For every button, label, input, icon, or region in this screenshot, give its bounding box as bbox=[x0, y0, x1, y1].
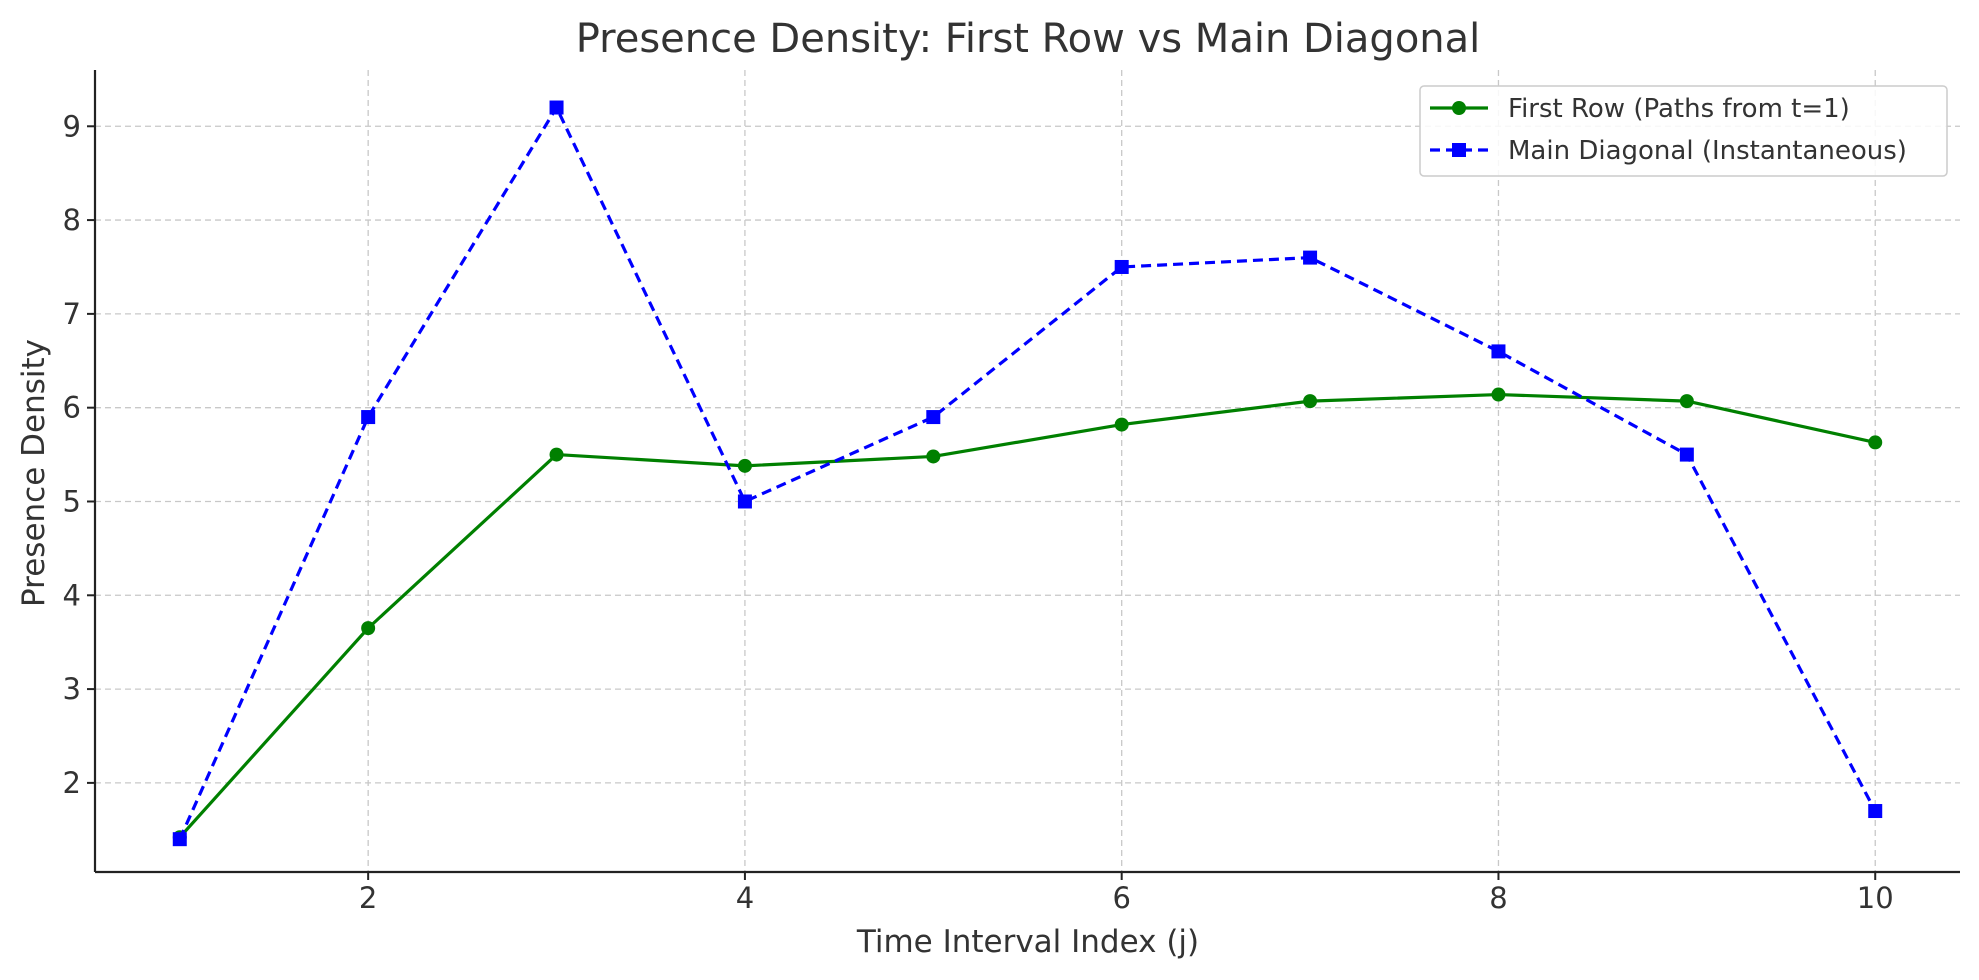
series-line-first-row bbox=[178, 392, 1876, 839]
point-first-row-5 bbox=[926, 449, 941, 464]
grid-lines bbox=[95, 70, 1960, 872]
x-tick-label-8: 8 bbox=[1489, 881, 1507, 915]
x-axis-label: Time Interval Index (j) bbox=[856, 924, 1199, 960]
point-first-row-8 bbox=[1491, 387, 1506, 402]
legend-label-first-row: First Row (Paths from t=1) bbox=[1508, 94, 1850, 124]
point-main-diagonal-3 bbox=[549, 100, 564, 115]
point-main-diagonal-2 bbox=[361, 410, 376, 425]
legend-label-main-diagonal: Main Diagonal (Instantaneous) bbox=[1508, 136, 1907, 166]
point-first-row-10 bbox=[1868, 435, 1883, 450]
series-plot bbox=[172, 100, 1883, 847]
legend: First Row (Paths from t=1) Main Diagonal… bbox=[1419, 85, 1948, 177]
legend-box bbox=[1419, 85, 1948, 177]
point-first-row-3 bbox=[549, 447, 564, 462]
point-main-diagonal-7 bbox=[1303, 250, 1318, 265]
y-tick-label-3: 3 bbox=[63, 672, 81, 706]
y-tick-label-8: 8 bbox=[63, 203, 81, 237]
axes bbox=[93, 70, 1960, 874]
legend-marker-main-diagonal bbox=[1452, 143, 1466, 157]
point-main-diagonal-8 bbox=[1491, 344, 1506, 359]
point-main-diagonal-9 bbox=[1679, 447, 1694, 462]
legend-marker-first-row bbox=[1452, 101, 1466, 115]
point-first-row-9 bbox=[1679, 394, 1694, 409]
point-first-row-7 bbox=[1303, 394, 1318, 409]
y-tick-label-9: 9 bbox=[63, 109, 81, 143]
series-line-main-diagonal bbox=[178, 105, 1877, 840]
y-tick-label-4: 4 bbox=[63, 578, 81, 612]
y-tick-label-7: 7 bbox=[63, 297, 81, 331]
chart-title: Presence Density: First Row vs Main Diag… bbox=[576, 16, 1481, 62]
point-first-row-4 bbox=[737, 458, 752, 473]
point-main-diagonal-1 bbox=[172, 832, 187, 847]
point-first-row-2 bbox=[361, 621, 376, 636]
tick-labels: 2 4 6 8 10 2 3 4 5 6 7 8 9 bbox=[63, 109, 1894, 915]
point-main-diagonal-6 bbox=[1114, 259, 1129, 274]
point-main-diagonal-10 bbox=[1868, 804, 1883, 819]
x-tick-label-4: 4 bbox=[736, 881, 754, 915]
y-axis-label: Presence Density bbox=[16, 339, 52, 607]
point-main-diagonal-4 bbox=[737, 494, 752, 509]
x-tick-label-2: 2 bbox=[359, 881, 377, 915]
y-tick-label-5: 5 bbox=[63, 484, 81, 518]
x-tick-label-6: 6 bbox=[1112, 881, 1130, 915]
y-tick-label-6: 6 bbox=[63, 391, 81, 425]
point-main-diagonal-5 bbox=[926, 410, 941, 425]
y-tick-label-2: 2 bbox=[63, 766, 81, 800]
point-first-row-6 bbox=[1114, 417, 1129, 432]
x-tick-label-10: 10 bbox=[1857, 881, 1894, 915]
